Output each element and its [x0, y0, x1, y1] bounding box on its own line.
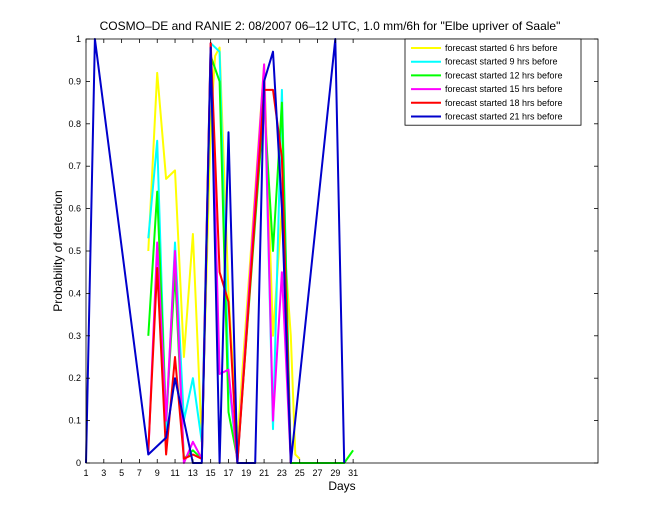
legend-entry: forecast started 12 hrs before: [445, 70, 563, 80]
x-tick-label: 13: [188, 468, 198, 478]
legend-entry: forecast started 6 hrs before: [445, 43, 558, 53]
legend-entry: forecast started 15 hrs before: [445, 84, 563, 94]
y-tick-label: 0.2: [68, 373, 81, 383]
x-tick-label: 7: [137, 468, 142, 478]
series-layer: [85, 38, 354, 464]
x-tick-label: 25: [295, 468, 305, 478]
legend-box: [404, 38, 582, 126]
y-tick-label: 0.4: [68, 288, 81, 298]
y-tick-label: 0.6: [68, 204, 81, 214]
x-tick-label: 23: [277, 468, 287, 478]
x-tick-label: 27: [313, 468, 323, 478]
y-tick-label: 0.9: [68, 76, 81, 86]
x-tick-label: 21: [259, 468, 269, 478]
x-tick-label: 5: [119, 468, 124, 478]
legend-entry: forecast started 21 hrs before: [445, 112, 563, 122]
x-tick-label: 9: [155, 468, 160, 478]
y-tick-label: 1: [76, 34, 81, 44]
x-tick-label: 29: [330, 468, 340, 478]
x-tick-label: 17: [223, 468, 233, 478]
y-tick-label: 0.7: [68, 161, 81, 171]
x-tick-label: 11: [170, 468, 179, 478]
legend-entry: forecast started 18 hrs before: [445, 98, 563, 108]
x-tick-label: 1: [83, 468, 88, 478]
legend-entry: forecast started 9 hrs before: [445, 57, 558, 67]
chart-title: COSMO–DE and RANIE 2: 08/2007 06–12 UTC,…: [100, 19, 561, 33]
y-tick-label: 0.8: [68, 119, 81, 129]
x-axis-label: Days: [328, 479, 355, 493]
y-tick-label: 0.1: [68, 416, 81, 426]
y-tick-label: 0: [76, 458, 81, 468]
x-axis: 1 3 5 7 9 11 13 15 17 19 21 23 25 27 29 31: [83, 39, 358, 478]
x-tick-label: 19: [241, 468, 251, 478]
y-tick-label: 0.3: [68, 331, 81, 341]
series-line-6: [85, 38, 346, 464]
x-tick-label: 15: [206, 468, 216, 478]
y-axis: 0 0.1 0.2 0.3 0.4 0.5 0.6 0.7 0.8 0.9 1: [68, 34, 598, 468]
y-axis-label: Probability of detection: [51, 190, 65, 311]
x-tick-label: 3: [101, 468, 106, 478]
y-tick-label: 0.5: [68, 246, 81, 256]
x-tick-label: 31: [348, 468, 358, 478]
legend: forecast started 6 hrs before forecast st…: [404, 38, 582, 126]
